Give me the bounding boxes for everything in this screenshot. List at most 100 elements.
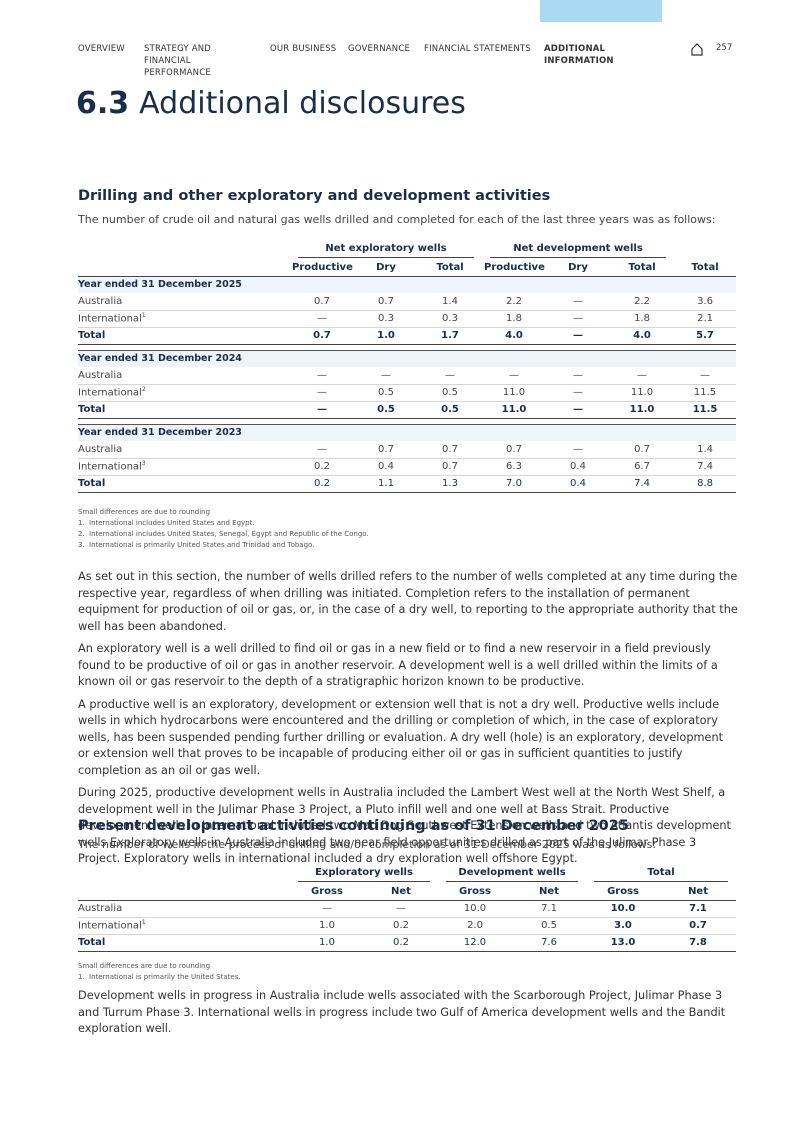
footnote-ref: 3 (141, 460, 146, 468)
column-header: Dry (546, 259, 610, 277)
column-header: Productive (482, 259, 546, 277)
column-header: Gross (438, 883, 513, 901)
cell: 1.0 (290, 934, 364, 952)
label-text: Australia (78, 903, 123, 914)
body-text: Development wells in progress in Austral… (78, 988, 738, 1044)
progress-table: Exploratory wells Development wells Total G… (78, 866, 737, 952)
cell: 0.5 (512, 917, 587, 935)
cell: 0.5 (354, 384, 418, 402)
cell: 1.0 (290, 917, 364, 935)
footnote-text: Small differences are due to rounding (78, 962, 211, 970)
label-text: Total (78, 404, 106, 415)
footnote-text: Small differences are due to rounding (78, 508, 211, 516)
footnote-text: International includes United States, Se… (89, 530, 369, 538)
cell: 11.0 (610, 401, 675, 419)
footnote-ref: 2 (141, 386, 146, 394)
label-text: International (78, 920, 142, 932)
cell: 1.8 (482, 310, 546, 328)
nav-item[interactable]: OUR BUSINESS (270, 44, 337, 54)
cell: 6.7 (610, 458, 675, 476)
group-header-row: Exploratory wells Development wells Total (78, 866, 736, 883)
section-heading: Drilling and other exploratory and devel… (78, 188, 551, 204)
column-header: Total (610, 259, 675, 277)
paragraph: During 2025, productive development well… (78, 786, 731, 865)
group-header-row: Net exploratory wells Net development wel… (78, 242, 736, 259)
nav-item[interactable]: ADDITIONAL INFORMATION (544, 44, 614, 66)
total-row: Total 0.2 1.1 1.3 7.0 0.4 7.4 8.8 (78, 475, 737, 493)
footnote: 2. International includes United States, … (78, 529, 369, 540)
cell: 3.0 (586, 917, 661, 935)
nav-item[interactable]: GOVERNANCE (348, 44, 411, 54)
title-text: Additional disclosures (139, 86, 466, 121)
footnote: 3. International is primarily United Stat… (78, 540, 369, 551)
home-icon[interactable] (690, 42, 704, 56)
cell: 0.7 (290, 327, 354, 345)
cell: 0.5 (418, 384, 482, 402)
cell: — (290, 384, 354, 402)
cell: — (290, 367, 354, 385)
cell: 0.7 (418, 441, 482, 459)
page-number: 257 (716, 43, 733, 53)
group-header: Exploratory wells (290, 866, 438, 883)
cell: 4.0 (482, 327, 546, 345)
label-text: Australia (78, 295, 123, 307)
column-header: Net (364, 883, 439, 901)
data-row: Australia — —10.0 7.1 10.0 7.1 (78, 900, 737, 918)
footnote-ref: 1 (141, 312, 146, 320)
cell: 0.4 (546, 458, 610, 476)
column-header-row: Gross Net Gross Net Gross Net (78, 883, 737, 901)
blank (674, 242, 736, 259)
cell: 1.0 (354, 327, 418, 345)
intro: The number of wells in the process of dr… (78, 838, 657, 851)
footnote-number: 1. (78, 519, 85, 527)
data-row: International1—0.3 0.3 1.8—1.8 2.1 (78, 310, 737, 328)
column-header-row: Productive Dry Total Productive Dry Total Tota… (78, 259, 737, 277)
year-label: Year ended 31 December 2023 (78, 423, 737, 441)
year-label: Year ended 31 December 2025 (78, 275, 737, 293)
blank (78, 242, 290, 259)
cell: 0.3 (418, 310, 482, 328)
cell: 7.8 (660, 934, 737, 952)
cell: 1.1 (354, 475, 418, 493)
cell: 0.7 (290, 293, 354, 311)
wells-table: Net exploratory wells Net development wel… (78, 242, 737, 493)
footnotes: Small differences are due to rounding 1. I… (78, 507, 369, 551)
group-header: Net exploratory wells (290, 242, 482, 259)
cell: 2.2 (610, 293, 675, 311)
top-nav: OVERVIEW STRATEGY AND FINANCIAL PERFORMAN… (78, 43, 738, 78)
cell: — (290, 900, 364, 918)
cell: 1.3 (418, 475, 482, 493)
cell: 2.2 (482, 293, 546, 311)
nav-item[interactable]: STRATEGY AND FINANCIAL PERFORMANCE (144, 44, 212, 78)
cell: 0.2 (364, 934, 439, 952)
group-header-text: Exploratory wells (298, 867, 431, 882)
row-label: International1 (78, 917, 290, 935)
row-label: Australia (78, 367, 290, 385)
group-header: Total (586, 866, 736, 883)
cell: 6.3 (482, 458, 546, 476)
cell: 4.0 (610, 327, 675, 345)
cell: — (290, 310, 354, 328)
row-label: Australia (78, 293, 290, 311)
nav-item[interactable]: OVERVIEW (78, 44, 125, 54)
cell: — (546, 401, 610, 419)
footnote: Small differences are due to rounding (78, 961, 241, 972)
cell: 0.7 (660, 917, 737, 935)
footnote: Small differences are due to rounding (78, 507, 369, 518)
cell: 2.0 (438, 917, 513, 935)
cell: 1.8 (610, 310, 675, 328)
section-number: 6.3 (76, 86, 130, 121)
data-row: International1 1.0 0.2 2.0 0.5 3.0 0.7 (78, 917, 737, 935)
column-header: Productive (290, 259, 354, 277)
cell: 10.0 (586, 900, 661, 918)
paragraph: An exploratory well is a well drilled to… (78, 642, 718, 688)
cell: 11.0 (610, 384, 675, 402)
year-row: Year ended 31 December 2025 (78, 275, 737, 293)
nav-item[interactable]: FINANCIAL STATEMENTS (424, 44, 531, 54)
label-text: International (78, 461, 142, 473)
label-text: Australia (78, 443, 123, 455)
row-label: Total (78, 475, 290, 493)
cell: 0.2 (290, 458, 354, 476)
cell: — (354, 367, 418, 385)
cell: 0.7 (354, 293, 418, 311)
